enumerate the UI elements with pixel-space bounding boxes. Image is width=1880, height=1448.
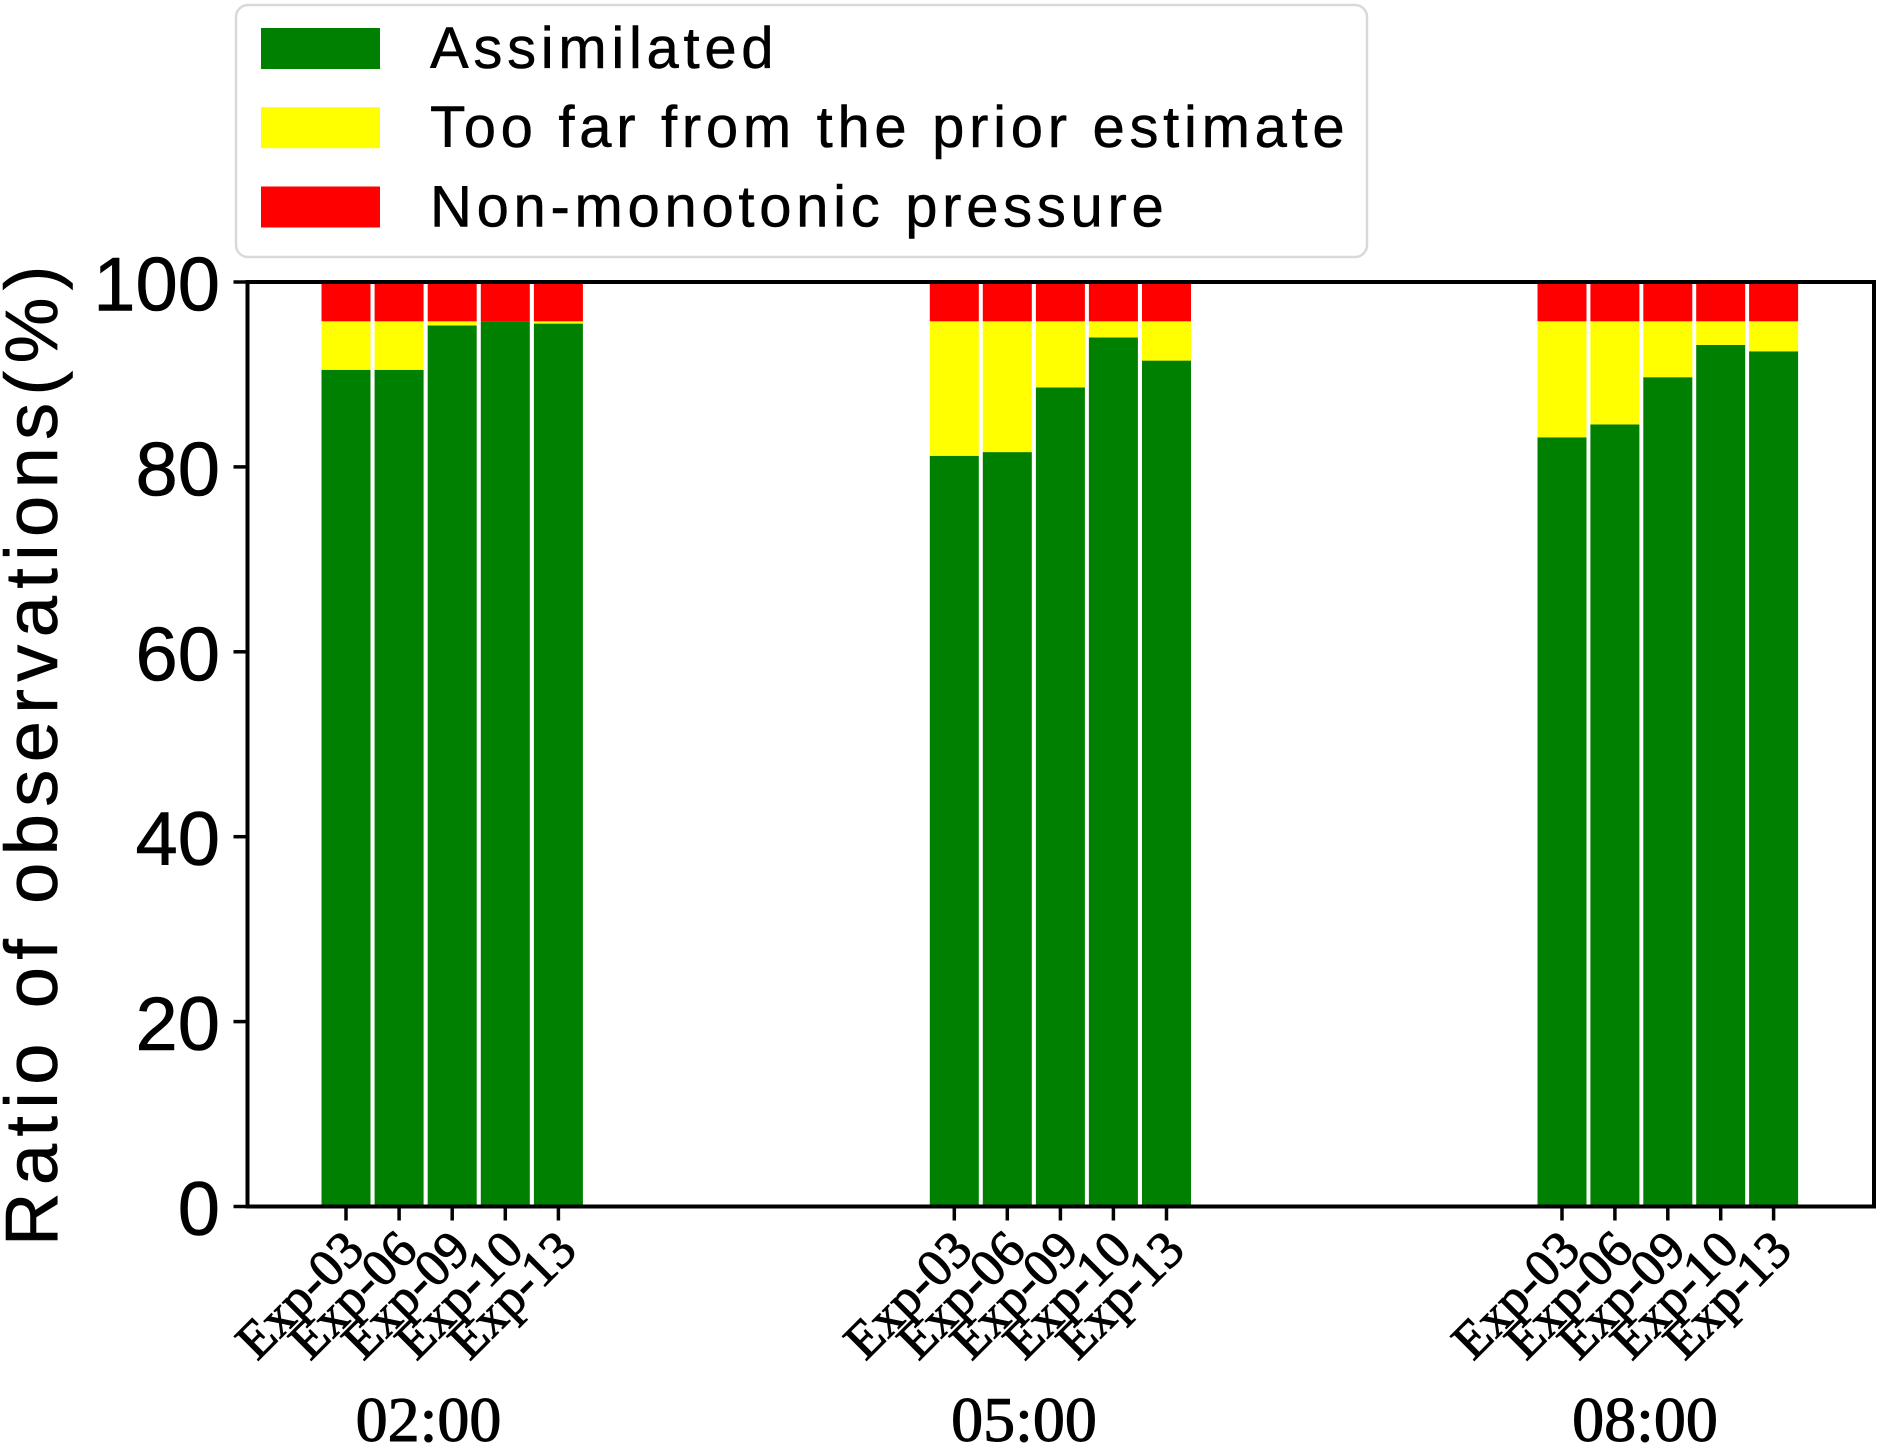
svg-text:02:00: 02:00 [356,1384,502,1448]
svg-text:40: 40 [135,797,220,882]
svg-text:Non-monotonic pressure: Non-monotonic pressure [430,175,1168,240]
svg-text:Too far from the prior estimat: Too far from the prior estimate [430,95,1349,160]
svg-text:80: 80 [135,427,220,512]
svg-text:60: 60 [135,612,220,697]
svg-text:100: 100 [93,243,220,328]
svg-text:Ratio of observations(%): Ratio of observations(%) [0,258,73,1246]
svg-text:20: 20 [135,982,220,1067]
svg-text:08:00: 08:00 [1572,1384,1718,1448]
svg-text:Assimilated: Assimilated [430,16,778,81]
svg-text:05:00: 05:00 [951,1384,1097,1448]
svg-text:0: 0 [178,1167,220,1252]
